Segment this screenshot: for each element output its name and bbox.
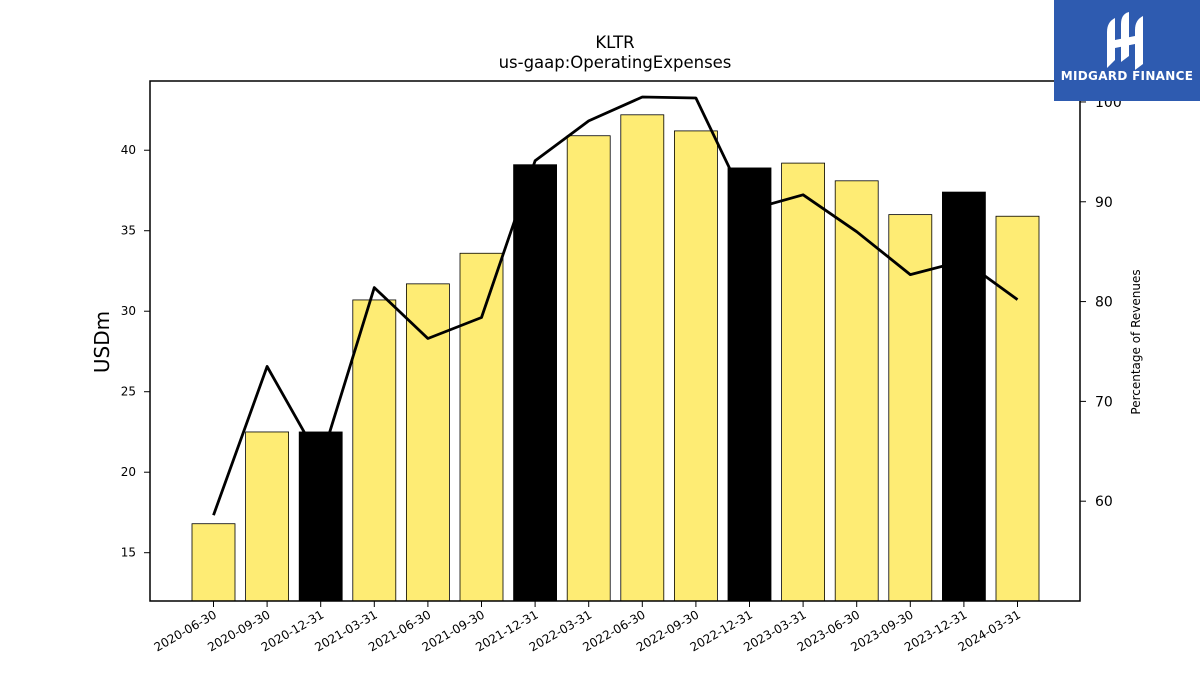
bar-2020-09-30 [245,431,290,602]
bar-2023-06-30 [834,180,879,602]
y-tick-label-30: 30 [121,304,136,318]
plot-frame [149,80,1081,602]
bar-2022-12-31 [727,167,772,602]
bar-2024-03-31 [995,215,1040,602]
chart-title: KLTR [595,33,634,52]
bar-2021-09-30 [459,252,504,602]
bars-layer [191,114,1040,602]
bar-2022-03-31 [566,135,611,602]
logo-mark-icon [1107,12,1143,70]
y2-tick-label-90: 90 [1095,195,1113,211]
chart-subtitle: us-gaap:OperatingExpenses [499,53,732,72]
left-axis-ticks: 15 20 25 30 35 40 [121,143,150,560]
y-tick-label-40: 40 [121,143,136,157]
y-tick-label-20: 20 [121,465,136,479]
y-tick-label-35: 35 [121,224,136,238]
y2-tick-label-70: 70 [1095,394,1113,410]
bar-2022-09-30 [674,130,718,602]
midgard-finance-logo: MIDGARD FINANCE [1054,0,1200,101]
logo-text: MIDGARD FINANCE [1060,69,1194,83]
y2-axis-label: Percentage of Revenues [1129,269,1143,414]
bar-2021-12-31 [513,164,557,602]
bar-2023-03-31 [781,162,825,602]
bar-2023-09-30 [888,214,933,602]
x-axis-ticks: 2020-06-302020-09-302020-12-312021-03-31… [152,601,1023,654]
bar-2021-03-31 [352,299,397,602]
y2-tick-label-80: 80 [1095,295,1113,311]
y-axis-label: USDm [90,311,114,373]
y-tick-label-25: 25 [121,385,136,399]
y-tick-label-15: 15 [121,546,136,560]
line-layer [212,95,1019,516]
bar-2023-12-31 [942,191,986,602]
bar-2022-06-30 [620,114,665,602]
bar-2020-06-30 [191,523,236,602]
percentage-line [212,95,1019,516]
y2-tick-label-60: 60 [1095,494,1113,510]
